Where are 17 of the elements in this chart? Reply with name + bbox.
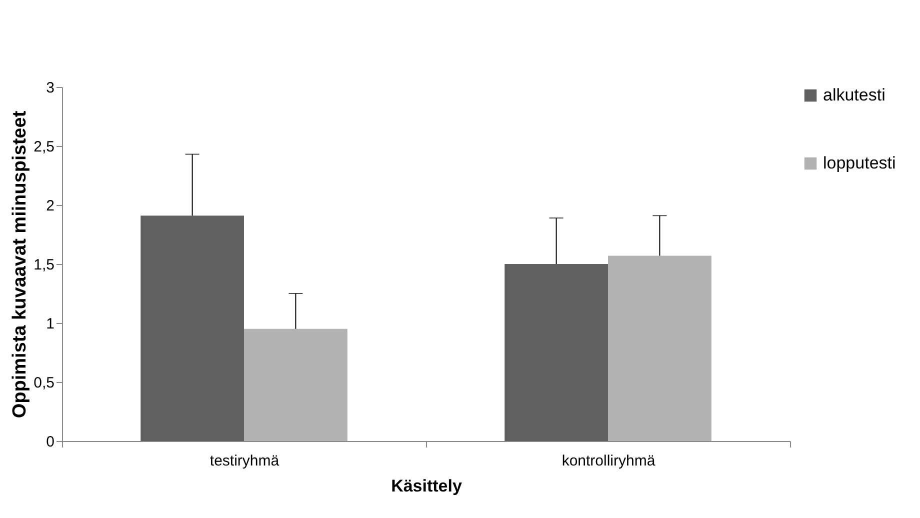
y-tick-label: 0 (46, 434, 54, 450)
bar (608, 256, 712, 441)
legend-label: lopputesti (823, 154, 896, 172)
x-tick-label: testiryhmä (210, 452, 280, 470)
bar (140, 216, 244, 441)
x-tick-label: kontrolliryhmä (562, 452, 656, 470)
y-tick-label: 0,5 (34, 374, 54, 392)
y-tick-label: 1 (46, 316, 54, 332)
bar (244, 328, 348, 441)
y-tick-label: 2 (46, 198, 54, 214)
legend-label: alkutesti (823, 86, 886, 104)
y-tick-label: 1,5 (34, 256, 54, 274)
y-tick-label: 3 (46, 80, 54, 96)
y-tick-label: 2,5 (34, 138, 54, 156)
x-axis-title: Käsittely (391, 476, 462, 496)
y-axis-title: Oppimista kuvaavat miinuspisteet (10, 110, 31, 418)
bar (504, 264, 608, 441)
